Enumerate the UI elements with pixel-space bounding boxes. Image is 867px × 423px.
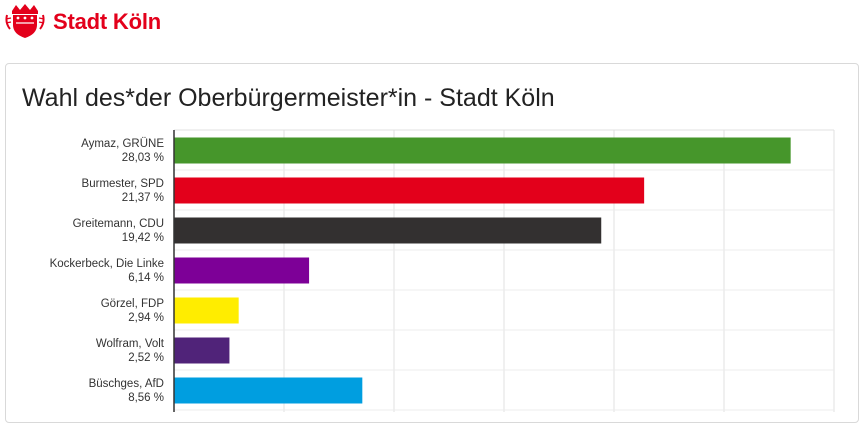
value-label: 19,42 % <box>122 232 164 244</box>
bar-1 <box>174 177 645 204</box>
bar-4 <box>174 297 239 324</box>
category-label: Büschges, AfD <box>89 378 164 390</box>
koeln-coat-of-arms-icon[interactable] <box>4 3 46 39</box>
value-label: 8,56 % <box>128 392 164 404</box>
bar-3 <box>174 257 310 284</box>
value-label: 2,52 % <box>128 352 164 364</box>
bar-5 <box>174 337 230 364</box>
bar-0 <box>174 137 791 164</box>
category-label: Wolfram, Volt <box>96 338 165 350</box>
category-label: Görzel, FDP <box>101 298 165 310</box>
category-label: Burmester, SPD <box>82 178 164 190</box>
value-label: 6,14 % <box>128 272 164 284</box>
bar-6 <box>174 377 363 404</box>
category-label: Greitemann, CDU <box>73 218 164 230</box>
bar-2 <box>174 217 602 244</box>
results-bar-chart: Aymaz, GRÜNE 28,03 % Burmester, SPD 21,37 %… <box>50 129 835 412</box>
brand-name[interactable]: Stadt Köln <box>53 9 161 34</box>
page-title: Wahl des*der Oberbürgermeister*in - Stad… <box>22 84 555 112</box>
site-header: Stadt Köln <box>0 0 867 48</box>
category-label: Aymaz, GRÜNE <box>81 138 164 150</box>
value-label: 2,94 % <box>128 312 164 324</box>
value-label: 21,37 % <box>122 192 164 204</box>
value-label: 28,03 % <box>122 152 164 164</box>
category-label: Kockerbeck, Die Linke <box>50 258 164 270</box>
